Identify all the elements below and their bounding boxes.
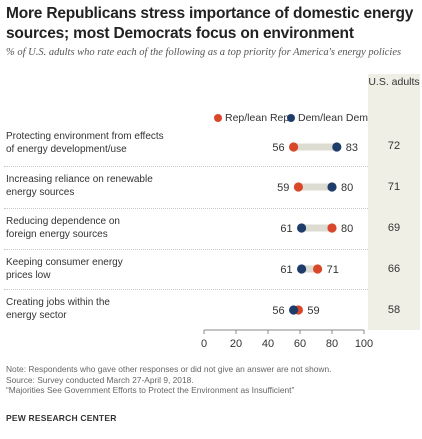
value-label: 56 [272, 305, 284, 317]
row-label-2: Reducing dependence on foreign energy sou… [6, 216, 120, 240]
row-label-1: Increasing reliance on renewable energy s… [6, 174, 153, 198]
dem-dot [327, 182, 337, 192]
us-adults-header: U.S. adults [368, 76, 420, 88]
chart-subtitle: % of U.S. adults who rate each of the fo… [6, 47, 402, 58]
legend-dem: Dem/lean Dem [287, 112, 368, 124]
value-label: 61 [280, 223, 292, 235]
value-label: 71 [327, 264, 339, 276]
x-tick-label: 20 [230, 338, 242, 350]
legend-rep-label: Rep/lean Rep [225, 112, 290, 124]
row-label-0: Protecting environment from effects of en… [6, 131, 164, 155]
dem-dot [332, 142, 342, 152]
value-label: 61 [280, 264, 292, 276]
value-label: 80 [341, 223, 353, 235]
chart-title: More Republicans stress importance of do… [6, 5, 414, 42]
value-label: 83 [346, 142, 358, 154]
value-label: 80 [341, 182, 353, 194]
row-separator [4, 289, 368, 290]
us-value-2: 69 [387, 222, 401, 234]
note-text: Note: Respondents who gave other respons… [6, 364, 332, 374]
rep-dot [289, 142, 299, 152]
us-value-1: 71 [387, 181, 401, 193]
dem-dot [297, 223, 307, 233]
value-label: 59 [307, 305, 319, 317]
value-label: 59 [277, 182, 289, 194]
report-text: “Majorities See Government Efforts to Pr… [6, 385, 295, 395]
rep-dot [313, 264, 323, 274]
us-adults-column [368, 74, 420, 330]
row-separator [4, 166, 368, 167]
us-value-3: 66 [387, 263, 401, 275]
rep-dot [293, 182, 303, 192]
value-label: 56 [272, 142, 284, 154]
legend-rep: Rep/lean Rep [214, 112, 289, 124]
notes: Note: Respondents who gave other respons… [6, 364, 420, 396]
legend-dem-swatch [287, 114, 295, 122]
dem-dot [289, 305, 299, 315]
legend-rep-swatch [214, 114, 222, 122]
dem-dot [297, 264, 307, 274]
x-tick-label: 60 [294, 338, 306, 350]
x-tick-label: 80 [326, 338, 338, 350]
org-name: PEW RESEARCH CENTER [6, 413, 117, 423]
row-separator [4, 249, 368, 250]
source-text: Source: Survey conducted March 27-April … [6, 374, 194, 385]
row-separator [4, 208, 368, 209]
row-label-4: Creating jobs within the energy sector [6, 297, 110, 321]
x-tick-label: 100 [355, 338, 373, 350]
rep-dot [327, 223, 337, 233]
x-tick-label: 0 [201, 338, 207, 350]
legend-dem-label: Dem/lean Dem [298, 112, 369, 124]
x-tick-label: 40 [262, 338, 274, 350]
row-label-3: Keeping consumer energy prices low [6, 257, 123, 281]
us-value-4: 58 [387, 304, 401, 316]
us-value-0: 72 [387, 140, 401, 152]
